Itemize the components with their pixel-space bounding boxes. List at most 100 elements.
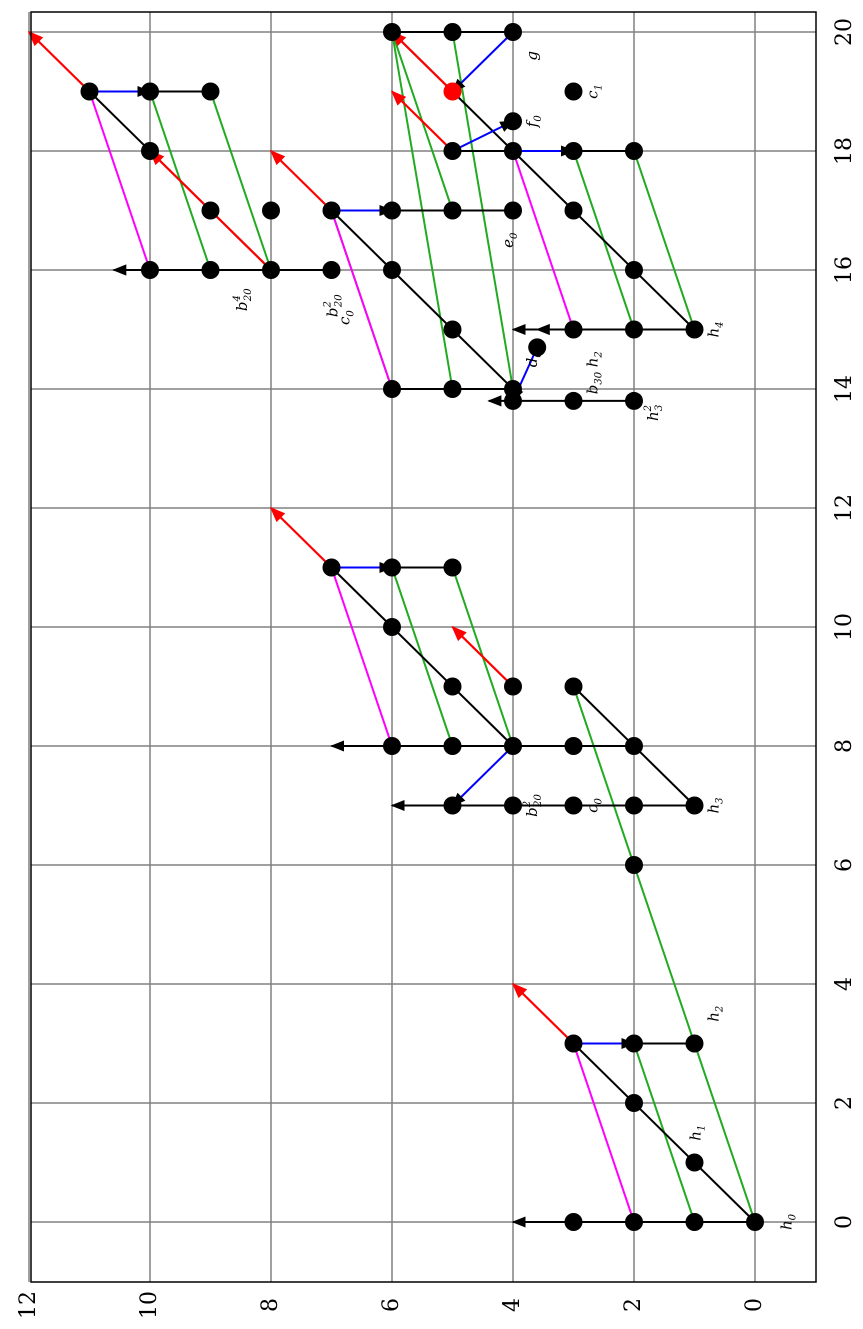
red-arrow [451, 625, 514, 688]
data-point [564, 677, 583, 696]
point-label: c1 [584, 84, 605, 99]
point-label: h23 [643, 405, 665, 421]
black-line [330, 566, 514, 747]
data-point [504, 796, 522, 815]
data-point [746, 1213, 764, 1231]
data-point [201, 201, 220, 220]
point-label: h2 [705, 1006, 726, 1022]
data-point [504, 201, 522, 220]
magenta-line [330, 210, 393, 390]
x-tick-label: 16 [832, 256, 857, 284]
y-tick-label: 4 [500, 1298, 525, 1312]
data-point [80, 82, 99, 101]
green-line [633, 150, 696, 330]
data-point [141, 82, 159, 101]
y-tick-label: 8 [258, 1298, 283, 1312]
data-point [685, 1034, 704, 1053]
data-point [443, 23, 462, 41]
point-label: b30 [584, 371, 605, 394]
x-tick-label: 14 [832, 375, 857, 403]
data-point [443, 796, 462, 815]
red-arrow [390, 30, 454, 93]
grid [28, 12, 816, 1282]
point-label: b420 [232, 288, 254, 311]
data-point [141, 142, 159, 160]
data-point [685, 1213, 704, 1231]
data-point [322, 261, 341, 279]
data-point [383, 380, 401, 398]
data-point [383, 261, 401, 279]
green-line [209, 91, 272, 271]
data-point [564, 201, 583, 220]
highlight-point [443, 82, 462, 101]
point-label: f0 [523, 115, 544, 129]
data-point [443, 558, 462, 577]
data-point [625, 391, 643, 410]
point-label: c0 [336, 310, 357, 325]
data-point [564, 796, 583, 815]
x-tick-label: 20 [832, 18, 857, 46]
red-arrow [27, 30, 91, 93]
data-point [322, 558, 341, 577]
x-tick-label: 6 [832, 858, 857, 872]
point-label: c0 [584, 797, 605, 812]
data-point [504, 142, 522, 160]
data-point [625, 320, 643, 339]
point-label: g [523, 51, 541, 61]
data-point [201, 261, 220, 279]
point-labels: h0h1h2h3b220c0h23h2b30d0b220c0h4b420e0f0… [232, 51, 798, 1230]
green-line [693, 1043, 756, 1223]
point-label: b220 [522, 794, 544, 817]
data-point [564, 737, 583, 755]
data-point [625, 261, 643, 279]
data-point [625, 142, 643, 160]
x-tick-label: 10 [832, 613, 857, 641]
x-tick-label: 18 [832, 137, 857, 165]
data-point [443, 677, 462, 696]
data-point [383, 201, 401, 220]
y-tick-label: 12 [16, 1291, 41, 1319]
data-point [625, 737, 643, 755]
data-point [383, 558, 401, 577]
x-tick-label: 12 [832, 494, 857, 522]
data-point [685, 796, 704, 815]
red-arrow [269, 149, 333, 212]
data-point [685, 1153, 704, 1172]
data-point [625, 856, 643, 874]
red-arrow [390, 90, 454, 152]
data-point [504, 23, 522, 41]
data-point [504, 380, 522, 398]
point-label: h3 [705, 797, 726, 813]
magenta-lines [88, 91, 635, 1223]
point-label: d0 [523, 351, 544, 368]
point-label: e0 [499, 232, 520, 248]
data-point [201, 82, 220, 101]
data-point [564, 1213, 583, 1231]
data-point [383, 23, 401, 41]
data-point [564, 1034, 583, 1053]
magenta-line [572, 1043, 635, 1223]
data-point [443, 201, 462, 220]
data-points [80, 23, 764, 1231]
data-point [504, 677, 522, 696]
data-point [383, 737, 401, 755]
point-label: h2 [584, 351, 605, 367]
point-label: h1 [687, 1125, 708, 1141]
data-point [141, 261, 159, 279]
data-point [262, 201, 280, 220]
y-tick-label: 2 [621, 1298, 646, 1312]
blue-line [451, 31, 514, 93]
data-point [625, 1094, 643, 1112]
black-line [330, 209, 393, 271]
blue-line [451, 745, 514, 807]
x-tick-label: 8 [832, 739, 857, 753]
point-label: h0 [777, 1213, 798, 1230]
x-tick-label: 2 [832, 1096, 857, 1110]
data-point [625, 1034, 643, 1053]
data-point [564, 320, 583, 339]
magenta-line [88, 91, 151, 271]
data-point [504, 737, 522, 755]
data-point [625, 796, 643, 815]
data-point [443, 380, 462, 398]
